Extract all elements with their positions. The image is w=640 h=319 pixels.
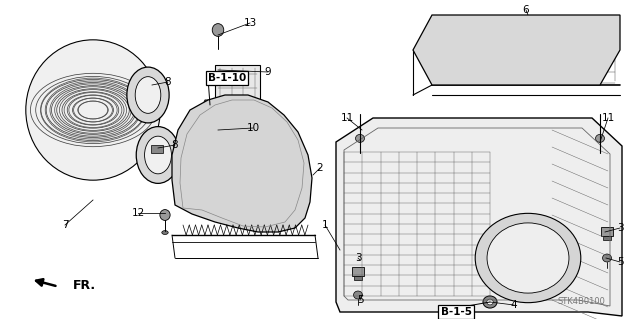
Text: 7: 7 [61,220,68,230]
Text: 8: 8 [164,77,172,87]
Ellipse shape [483,296,497,308]
Ellipse shape [162,231,168,234]
Bar [215,65,260,125]
Text: 12: 12 [131,208,145,218]
Ellipse shape [160,210,170,220]
Ellipse shape [602,254,611,262]
Text: 9: 9 [265,67,271,77]
Text: 8: 8 [172,140,179,150]
Polygon shape [172,95,312,232]
Polygon shape [200,100,224,125]
Polygon shape [413,15,620,85]
Text: 5: 5 [356,295,364,305]
Ellipse shape [26,40,160,180]
Text: 10: 10 [246,123,260,133]
Text: 3: 3 [617,223,623,233]
Text: 4: 4 [511,300,517,310]
Ellipse shape [487,299,493,305]
Text: FR.: FR. [73,279,96,292]
Bar [601,227,612,236]
Ellipse shape [475,213,581,303]
Ellipse shape [136,127,180,183]
Text: 2: 2 [317,163,323,173]
Text: B-1-5: B-1-5 [440,307,472,317]
Text: 3: 3 [355,253,362,263]
Bar [352,267,364,276]
Text: 13: 13 [243,18,257,28]
Text: STK4B0100: STK4B0100 [557,298,605,307]
Bar [213,130,237,143]
Ellipse shape [145,136,172,174]
Text: 11: 11 [602,113,614,123]
Text: 1: 1 [322,220,328,230]
Text: B-1-10: B-1-10 [208,73,246,83]
Ellipse shape [353,291,362,299]
Polygon shape [336,118,622,316]
Bar [150,145,163,153]
Ellipse shape [135,77,161,113]
Bar [603,236,611,240]
Text: 6: 6 [523,5,529,15]
Bar [354,276,362,280]
Ellipse shape [487,223,569,293]
Ellipse shape [212,24,224,36]
Text: 5: 5 [617,257,623,267]
Text: 11: 11 [340,113,354,123]
Ellipse shape [356,134,365,142]
Ellipse shape [127,67,169,123]
Ellipse shape [595,134,605,142]
